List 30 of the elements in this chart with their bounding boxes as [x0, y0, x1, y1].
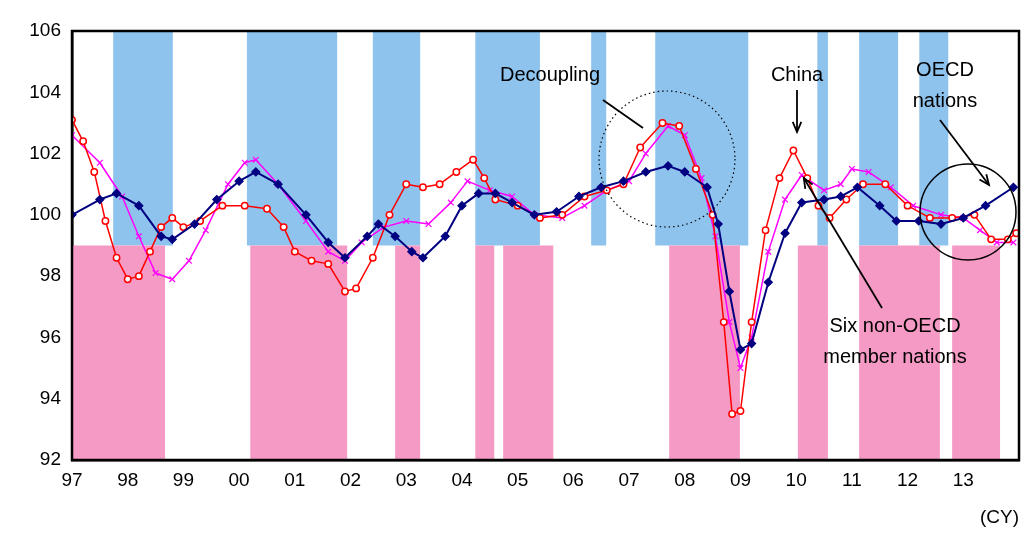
- y-tick-label: 100: [29, 203, 61, 225]
- x-tick-label: 99: [172, 468, 194, 490]
- x-tick-label: 11: [842, 468, 862, 490]
- x-tick-label: 01: [284, 468, 306, 490]
- y-tick-label: 106: [29, 19, 61, 41]
- x-tick-label: 10: [785, 468, 807, 490]
- x-tick-label: 05: [507, 468, 529, 490]
- y-tick-label: 94: [39, 386, 62, 408]
- x-axis-title: (CY): [979, 505, 1019, 527]
- x-tick-label: 13: [952, 468, 974, 490]
- x-tick-label: 07: [618, 468, 640, 490]
- y-tick-label: 102: [29, 141, 61, 163]
- x-tick-label: 98: [117, 468, 139, 490]
- y-tick-label: 104: [29, 80, 62, 102]
- annotation: Six non-OECD member nations: [823, 314, 967, 368]
- x-tick-label: 12: [897, 468, 919, 490]
- x-tick-label: 09: [729, 468, 752, 490]
- y-tick-label: 96: [39, 325, 61, 347]
- annotation: China: [770, 62, 824, 85]
- x-tick-label: 02: [339, 468, 362, 490]
- x-tick-label: 00: [228, 468, 250, 490]
- x-tick-label: 03: [395, 468, 417, 490]
- x-tick-label: 04: [451, 468, 473, 490]
- x-tick-label: 06: [562, 468, 584, 490]
- y-tick-label: 92: [39, 448, 61, 470]
- x-tick-label: 97: [61, 468, 83, 490]
- annotation: OECD nations: [912, 58, 978, 112]
- annotation: Decoupling: [499, 62, 601, 85]
- y-tick-label: 98: [39, 264, 61, 286]
- x-tick-label: 08: [674, 468, 696, 490]
